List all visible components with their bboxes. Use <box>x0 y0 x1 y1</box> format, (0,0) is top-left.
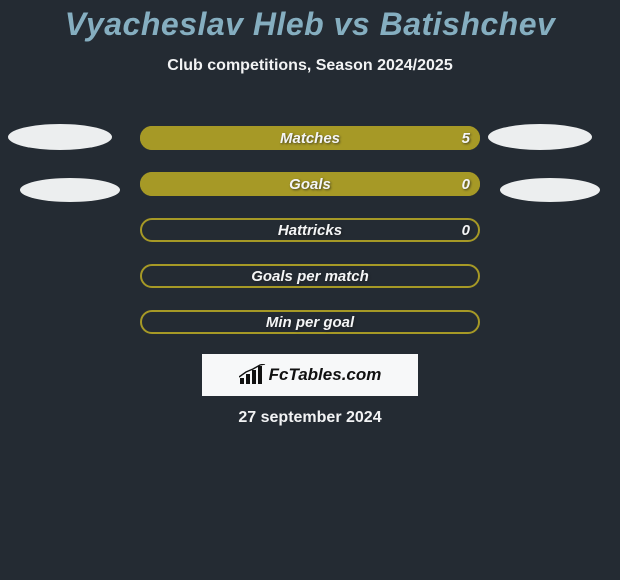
page-title: Vyacheslav Hleb vs Batishchev <box>0 0 620 43</box>
bar-value: 0 <box>462 172 470 196</box>
decorative-ellipse <box>8 124 112 150</box>
bar-label: Hattricks <box>140 218 480 242</box>
decorative-ellipse <box>488 124 592 150</box>
date-line: 27 september 2024 <box>0 409 620 427</box>
stat-row: Goals0 <box>140 172 480 196</box>
stat-row: Min per goal <box>140 310 480 334</box>
brand-box: FcTables.com <box>202 354 418 396</box>
bar-value: 5 <box>462 126 470 150</box>
bar-label: Goals per match <box>140 264 480 288</box>
bar-value: 0 <box>462 218 470 242</box>
decorative-ellipse <box>20 178 120 202</box>
stat-row: Goals per match <box>140 264 480 288</box>
comparison-infographic: Vyacheslav Hleb vs Batishchev Club compe… <box>0 0 620 580</box>
bar-label: Min per goal <box>140 310 480 334</box>
bar-label: Goals <box>140 172 480 196</box>
bar-label: Matches <box>140 126 480 150</box>
stat-row: Hattricks0 <box>140 218 480 242</box>
barchart-icon <box>239 364 267 386</box>
stat-row: Matches5 <box>140 126 480 150</box>
brand-text: FcTables.com <box>269 365 382 385</box>
page-subtitle: Club competitions, Season 2024/2025 <box>0 57 620 75</box>
decorative-ellipse <box>500 178 600 202</box>
stat-bars: Matches5Goals0Hattricks0Goals per matchM… <box>140 126 480 356</box>
